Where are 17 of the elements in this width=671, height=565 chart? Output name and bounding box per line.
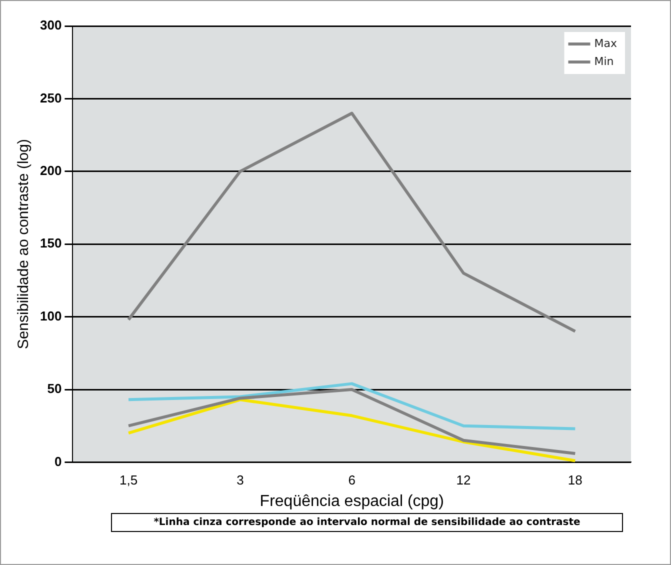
y-tick-label: 300: [40, 18, 62, 33]
y-tick-label: 200: [40, 162, 62, 178]
x-tick-label: 12: [456, 472, 471, 488]
y-tick-label: 250: [40, 90, 62, 106]
x-tick-label: 18: [568, 472, 582, 488]
legend-label: Max: [594, 36, 618, 50]
y-tick-label: 50: [47, 381, 62, 396]
text: *Linha cinza corresponde ao intervalo normal de sensibilidade ao contraste: [152, 517, 582, 528]
y-axis-title: Sensibilidade ao contraste (log): [15, 139, 32, 350]
y-tick-label: 100: [40, 308, 62, 324]
y-tick-label: 0: [54, 454, 62, 469]
x-tick-label: 3: [236, 472, 244, 488]
x-axis-title: Freqüência espacial (cpg): [260, 492, 444, 510]
x-tick-label: 1,5: [119, 472, 138, 488]
y-tick-label: 150: [40, 236, 62, 251]
legend-label: Min: [594, 54, 614, 68]
x-tick-label: 6: [348, 472, 356, 488]
